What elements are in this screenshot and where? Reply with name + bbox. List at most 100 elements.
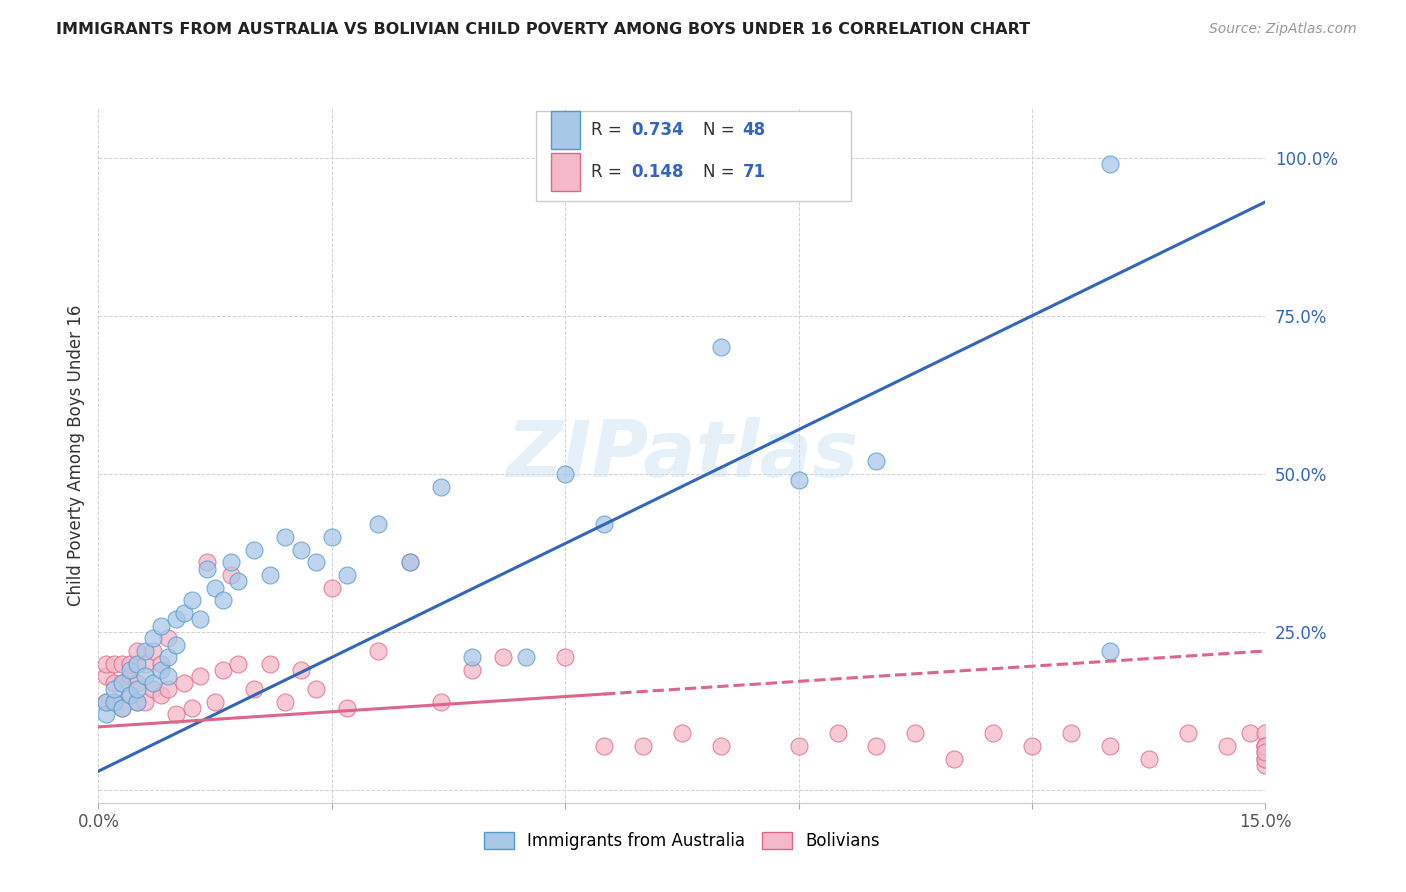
Point xyxy=(290,663,312,677)
Point xyxy=(710,739,733,753)
Point xyxy=(157,681,180,696)
Point xyxy=(336,701,359,715)
Point xyxy=(865,739,887,753)
Point xyxy=(710,340,733,354)
Point xyxy=(157,650,180,665)
Point xyxy=(1021,739,1043,753)
Point xyxy=(96,695,118,709)
Point xyxy=(212,663,235,677)
Point xyxy=(111,701,134,715)
Point xyxy=(593,517,616,532)
Point xyxy=(165,612,187,626)
FancyBboxPatch shape xyxy=(551,111,581,149)
Point xyxy=(149,657,172,671)
Point xyxy=(336,568,359,582)
Text: 0.148: 0.148 xyxy=(631,162,685,181)
Point xyxy=(103,681,125,696)
Point xyxy=(1254,739,1277,753)
Point xyxy=(142,675,165,690)
Point xyxy=(554,467,576,481)
Point xyxy=(195,556,218,570)
Point xyxy=(787,473,810,487)
Point xyxy=(1254,739,1277,753)
Point xyxy=(188,669,211,683)
Point xyxy=(1177,726,1199,740)
Text: Source: ZipAtlas.com: Source: ZipAtlas.com xyxy=(1209,22,1357,37)
Point xyxy=(865,454,887,468)
Text: R =: R = xyxy=(591,162,627,181)
Point xyxy=(259,657,281,671)
Point xyxy=(228,574,250,589)
Point xyxy=(111,657,134,671)
Text: 0.734: 0.734 xyxy=(631,121,685,139)
Point xyxy=(398,556,420,570)
Point xyxy=(305,681,328,696)
Point xyxy=(118,657,141,671)
Point xyxy=(111,701,134,715)
Point xyxy=(243,681,266,696)
Point xyxy=(367,644,389,658)
Text: R =: R = xyxy=(591,121,627,139)
Point xyxy=(96,707,118,722)
Point xyxy=(134,644,156,658)
Point xyxy=(787,739,810,753)
Point xyxy=(165,707,187,722)
Point xyxy=(243,542,266,557)
Legend: Immigrants from Australia, Bolivians: Immigrants from Australia, Bolivians xyxy=(477,826,887,857)
Point xyxy=(398,556,420,570)
Point xyxy=(149,618,172,632)
Point xyxy=(118,688,141,702)
Point xyxy=(1254,739,1277,753)
Point xyxy=(173,606,195,620)
Point xyxy=(142,632,165,646)
Point xyxy=(554,650,576,665)
Point xyxy=(981,726,1004,740)
Point xyxy=(219,568,242,582)
Point xyxy=(111,675,134,690)
Point xyxy=(157,632,180,646)
Point xyxy=(127,695,149,709)
Point xyxy=(103,675,125,690)
Point xyxy=(103,695,125,709)
FancyBboxPatch shape xyxy=(536,111,851,201)
Point xyxy=(127,657,149,671)
Point xyxy=(157,669,180,683)
Point xyxy=(1137,751,1160,765)
Text: ZIPatlas: ZIPatlas xyxy=(506,417,858,493)
Point xyxy=(134,669,156,683)
Point xyxy=(118,663,141,677)
Point xyxy=(127,675,149,690)
Point xyxy=(134,695,156,709)
Point xyxy=(492,650,515,665)
Point xyxy=(149,663,172,677)
Point xyxy=(111,675,134,690)
Text: N =: N = xyxy=(703,162,740,181)
Point xyxy=(827,726,849,740)
Point xyxy=(149,688,172,702)
Point xyxy=(1098,644,1121,658)
Point xyxy=(142,681,165,696)
Y-axis label: Child Poverty Among Boys Under 16: Child Poverty Among Boys Under 16 xyxy=(66,304,84,606)
Point xyxy=(593,739,616,753)
Point xyxy=(274,530,297,544)
Point xyxy=(204,695,226,709)
Text: 71: 71 xyxy=(742,162,766,181)
Point xyxy=(1254,751,1277,765)
Point xyxy=(305,556,328,570)
Point xyxy=(1254,757,1277,772)
Point xyxy=(212,593,235,607)
Point xyxy=(118,669,141,683)
Point xyxy=(1254,726,1277,740)
Point xyxy=(321,581,343,595)
Point xyxy=(96,669,118,683)
Point xyxy=(1060,726,1083,740)
Point xyxy=(1098,739,1121,753)
Text: 48: 48 xyxy=(742,121,766,139)
Point xyxy=(290,542,312,557)
Point xyxy=(96,657,118,671)
Point xyxy=(165,638,187,652)
Point xyxy=(1098,157,1121,171)
Point xyxy=(96,695,118,709)
Point xyxy=(259,568,281,582)
Point xyxy=(118,688,141,702)
